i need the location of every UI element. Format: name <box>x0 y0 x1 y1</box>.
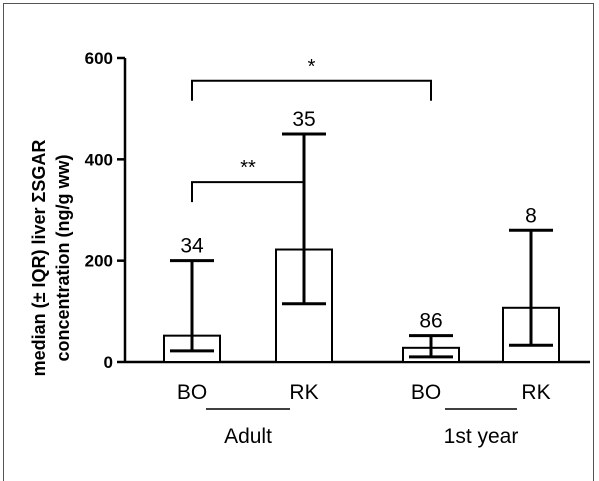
sample-size-labels: 34 35 86 8 <box>180 108 537 333</box>
y-tick-label: 400 <box>85 150 113 169</box>
category-label: RK <box>521 381 550 404</box>
y-tick-label: 600 <box>85 49 113 68</box>
bars <box>163 248 560 364</box>
sample-size-label: 34 <box>180 235 204 258</box>
group-label: Adult <box>224 425 272 448</box>
sample-size-label: 8 <box>525 204 537 227</box>
chart-frame <box>3 3 594 481</box>
y-ticks: 0 200 400 600 <box>85 49 125 372</box>
group-label: 1st year <box>444 425 519 448</box>
y-tick-label: 200 <box>85 252 113 271</box>
category-label: BO <box>177 381 207 404</box>
significance-bracket <box>191 181 305 203</box>
category-label: RK <box>289 381 318 404</box>
group-labels: Adult 1st year <box>206 408 519 448</box>
significance-bracket <box>191 79 432 101</box>
y-axis-label-line2: concentration (ng/g ww) <box>53 155 73 362</box>
y-tick-label: 0 <box>104 353 113 372</box>
error-bars <box>170 132 553 359</box>
sample-size-label: 86 <box>419 310 442 333</box>
significance-marker: ** <box>240 157 256 179</box>
category-labels: BO RK BO RK <box>177 381 551 404</box>
category-label: BO <box>411 381 441 404</box>
sample-size-label: 35 <box>292 108 315 131</box>
y-axis-label-line1: median (± IQR) liver ΣSGAR <box>29 140 49 377</box>
significance-brackets: *** <box>191 56 432 203</box>
significance-marker: * <box>308 56 316 78</box>
